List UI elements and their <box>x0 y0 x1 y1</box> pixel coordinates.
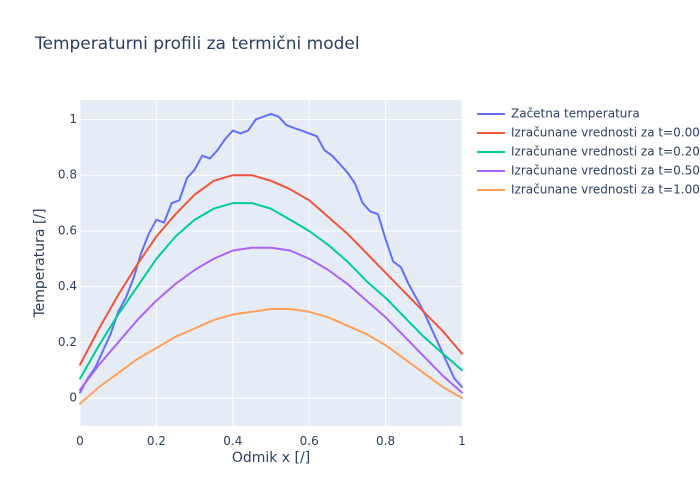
legend-label-0[interactable]: Začetna temperatura <box>511 107 640 121</box>
y-tick-label: 1 <box>69 112 77 126</box>
series-line-2 <box>79 202 463 380</box>
x-tick-label: 0.2 <box>147 434 166 448</box>
plot-area <box>80 100 462 426</box>
y-tick-label: 0.6 <box>58 223 77 237</box>
y-tick-label: 0.8 <box>58 168 77 182</box>
y-tick-label: 0.4 <box>58 279 77 293</box>
series-group <box>79 112 463 405</box>
x-axis-title: Odmik x [/] <box>232 450 310 466</box>
series-line-1 <box>79 174 463 366</box>
x-tick-label: 0.6 <box>300 434 319 448</box>
y-tick-labels: 0 0.2 0.4 0.6 0.8 1 <box>58 112 77 405</box>
series-line-0 <box>79 112 463 394</box>
legend-label-1[interactable]: Izračunane vrednosti za t=0.00 <box>511 126 700 140</box>
series-line-3 <box>79 246 463 394</box>
x-tick-label: 0.8 <box>376 434 395 448</box>
series-line-4 <box>79 308 463 405</box>
legend-label-4[interactable]: Izračunane vrednosti za t=1.00 <box>511 183 700 197</box>
x-tick-label: 0 <box>76 434 84 448</box>
x-tick-label: 0.4 <box>223 434 242 448</box>
x-tick-label: 1 <box>458 434 466 448</box>
y-tick-label: 0 <box>69 391 77 405</box>
y-tick-label: 0.2 <box>58 335 77 349</box>
legend[interactable]: Začetna temperatura Izračunane vrednosti … <box>477 107 700 197</box>
legend-label-3[interactable]: Izračunane vrednosti za t=0.50 <box>511 164 700 178</box>
legend-label-2[interactable]: Izračunane vrednosti za t=0.20 <box>511 145 700 159</box>
x-tick-labels: 0 0.2 0.4 0.6 0.8 1 <box>76 434 466 448</box>
chart-title: Temperaturni profili za termični model <box>35 34 360 54</box>
y-axis-title: Temperatura [/] <box>32 208 48 318</box>
